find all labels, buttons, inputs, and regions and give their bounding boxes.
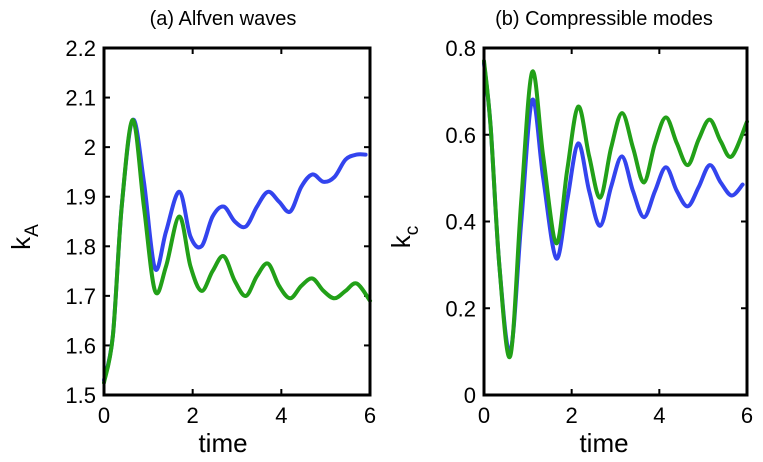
panel-b-title: (b) Compressible modes (495, 8, 713, 30)
panel-b-axes-frame (482, 46, 749, 397)
panel-a-ytick-label: 2.1 (65, 86, 96, 111)
panel-a-xtick-label: 4 (275, 403, 287, 428)
panel-a-xtick-label: 6 (364, 403, 376, 428)
panel-b-ytick-label: 0 (464, 383, 476, 408)
panel-a-ylabel-sub: A (22, 224, 43, 237)
panel-b-ylabel-main: k (386, 234, 416, 248)
panel-alfven-waves: (a) Alfven waves time kA 0 2 4 6 1.5 1.6 1.7 1.… (6, 8, 376, 458)
panel-a-title: (a) Alfven waves (150, 8, 297, 30)
panel-b-xtick-label: 4 (653, 403, 665, 428)
panel-b-series-blue (482, 61, 745, 355)
panel-a-ytick-label: 2 (84, 135, 96, 160)
panel-b-xtick-label: 0 (478, 403, 490, 428)
panel-a-series-blue (102, 117, 368, 383)
panel-compressible-modes: (b) Compressible modes time kc 0 2 4 6 0 0.2 0… (386, 8, 753, 458)
svg-text:kc: kc (386, 226, 423, 249)
panel-a-xtick-label: 0 (98, 403, 110, 428)
panel-b-series-green (482, 59, 749, 360)
panel-b-ytick-label: 0.4 (445, 210, 476, 235)
panel-a-ytick-label: 1.6 (65, 333, 96, 358)
panel-a-ytick-label: 2.2 (65, 36, 96, 61)
panel-a-series-green (102, 117, 372, 385)
panel-a-ytick-label: 1.9 (65, 185, 96, 210)
panel-a-axes-frame (102, 46, 372, 397)
panel-a-ytick-label: 1.7 (65, 284, 96, 309)
panel-b-xlabel: time (579, 428, 628, 458)
panel-b-ytick-label: 0.6 (445, 123, 476, 148)
panel-b-ytick-label: 0.8 (445, 36, 476, 61)
panel-b-xtick-label: 6 (741, 403, 753, 428)
panel-a-ytick-label: 1.8 (65, 234, 96, 259)
panel-a-xlabel: time (198, 428, 247, 458)
panel-b-ytick-label: 0.2 (445, 296, 476, 321)
panel-a-ylabel-main: k (6, 236, 36, 250)
panel-a-ylabel: kA (6, 224, 43, 250)
panel-a-ytick-label: 1.5 (65, 383, 96, 408)
panel-b-ylabel-sub: c (402, 226, 423, 236)
panel-a-xtick-label: 2 (187, 403, 199, 428)
svg-text:kA: kA (6, 224, 43, 250)
panel-b-xtick-label: 2 (566, 403, 578, 428)
panel-b-ylabel: kc (386, 226, 423, 249)
